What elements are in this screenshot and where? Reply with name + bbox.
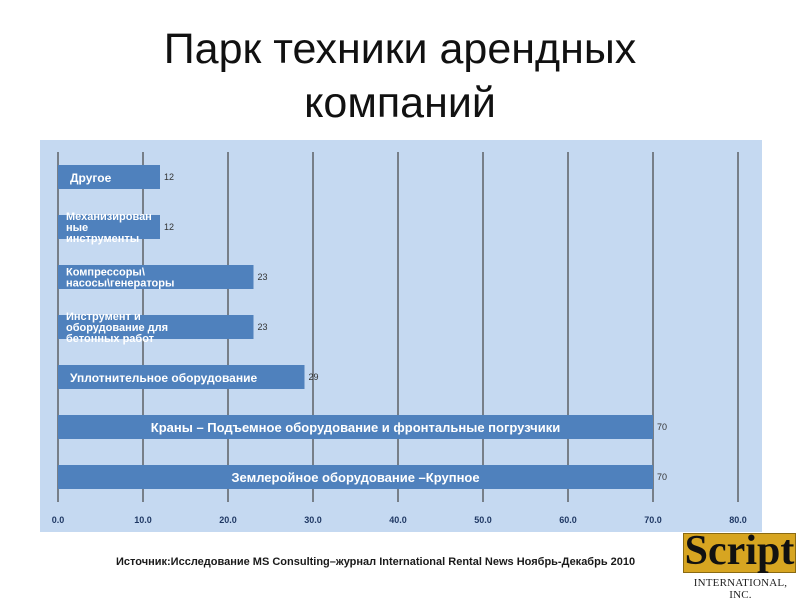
bar-category-label: Механизирован ные инструменты bbox=[66, 211, 152, 245]
bar bbox=[58, 315, 254, 339]
x-tick-label: 50.0 bbox=[474, 515, 492, 525]
slide-title-line-2: компаний bbox=[304, 79, 496, 127]
logo-subtitle: INTERNATIONAL, INC. bbox=[693, 577, 788, 601]
bar-category-label: Инструмент и оборудование для бетонных раб… bbox=[66, 311, 168, 345]
slide-title: Парк техники арендных компаний bbox=[0, 22, 800, 130]
bar-category-label-line: Землеройное оборудование –Крупное bbox=[231, 470, 479, 485]
bar-category-label-line: насосы\генераторы bbox=[66, 278, 174, 290]
source-caption: Источник:Исследование MS Consulting–журн… bbox=[116, 556, 636, 568]
bar-category-label: Другое bbox=[70, 171, 112, 185]
x-tick-label: 80.0 bbox=[729, 515, 747, 525]
bar-category-label-line: Краны – Подъемное оборудование и фронтал… bbox=[151, 420, 560, 435]
bar-value-label: 29 bbox=[309, 372, 319, 382]
x-tick-label: 70.0 bbox=[644, 515, 662, 525]
bar-chart: 0.0 10.0 20.0 30.0 40.0 50.0 60.0 70.0 80.0 Друго… bbox=[40, 140, 762, 532]
bar bbox=[58, 415, 653, 439]
bar-value-label: 12 bbox=[164, 172, 174, 182]
bar-category-label: Уплотнительное оборудование bbox=[70, 371, 257, 385]
bar-category-label-line: Механизирован bbox=[66, 211, 152, 223]
bar-category-label: Землеройное оборудование –Крупное bbox=[231, 470, 479, 485]
bar-value-label: 70 bbox=[657, 422, 667, 432]
logo-word: Script bbox=[684, 528, 795, 574]
bar bbox=[58, 365, 305, 389]
x-tick-label: 20.0 bbox=[219, 515, 237, 525]
bar bbox=[58, 265, 254, 289]
bar-value-label: 70 bbox=[657, 472, 667, 482]
bar-category-label-line: оборудование для bbox=[66, 322, 168, 334]
bar-category-label-line: ные bbox=[66, 222, 88, 234]
bar bbox=[58, 215, 160, 239]
bar-value-label: 23 bbox=[258, 272, 268, 282]
x-tick-label: 0.0 bbox=[52, 515, 65, 525]
bar-category-label: Компрессоры\ насосы\генераторы bbox=[66, 267, 174, 290]
logo-box bbox=[683, 533, 796, 573]
bar bbox=[58, 465, 653, 489]
slide-title-line-1: Парк техники арендных bbox=[163, 25, 637, 73]
bar-category-label-line: бетонных работ bbox=[66, 333, 155, 345]
bar-category-label-line: Инструмент и bbox=[66, 311, 141, 323]
x-tick-label: 10.0 bbox=[134, 515, 152, 525]
x-tick-label: 30.0 bbox=[304, 515, 322, 525]
bar bbox=[58, 165, 160, 189]
bar-category-label-line: Другое bbox=[70, 171, 112, 185]
bar-category-label-line: инструменты bbox=[66, 233, 139, 245]
bar-category-label-line: Уплотнительное оборудование bbox=[70, 371, 257, 385]
x-tick-label: 40.0 bbox=[389, 515, 407, 525]
bar-category-label: Краны – Подъемное оборудование и фронтал… bbox=[151, 420, 560, 435]
bar-value-label: 12 bbox=[164, 222, 174, 232]
bar-value-label: 23 bbox=[258, 322, 268, 332]
x-tick-label: 60.0 bbox=[559, 515, 577, 525]
script-logo: Script INTERNATIONAL, INC. bbox=[683, 528, 798, 601]
bar-category-label-line: Компрессоры\ bbox=[66, 267, 145, 279]
